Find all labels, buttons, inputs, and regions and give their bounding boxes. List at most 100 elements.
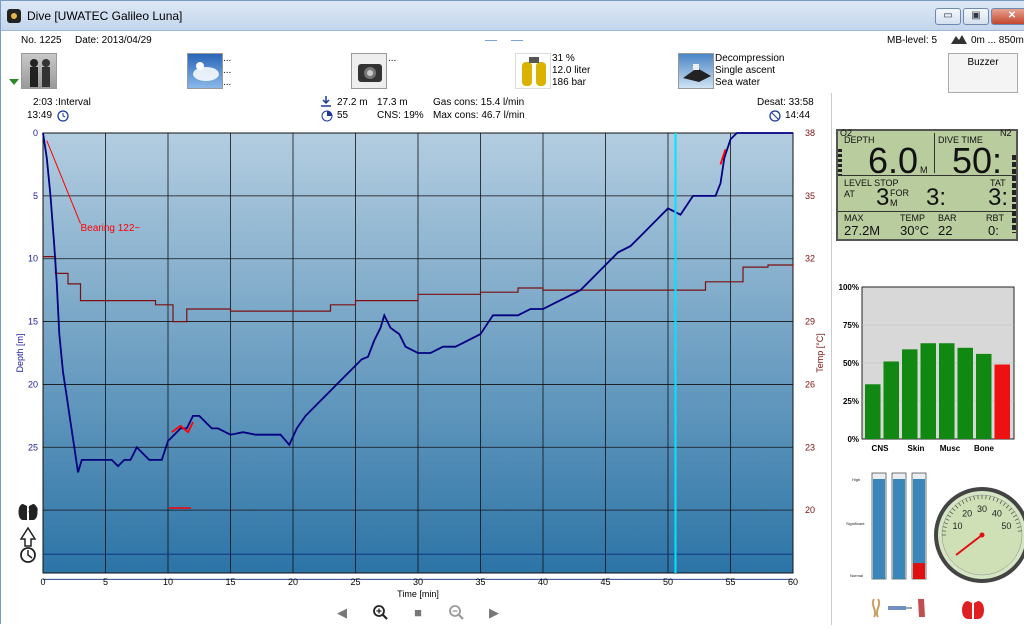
maximize-button[interactable]: ▣ (963, 8, 989, 25)
dive-type-photo[interactable] (678, 53, 714, 89)
bone-icon (918, 599, 925, 617)
tank-volume: 12.0 liter (552, 65, 590, 76)
y2-tick-label: 35 (805, 191, 815, 201)
stop-unit: M (890, 198, 898, 208)
dive-date: Date: 2013/04/29 (75, 35, 152, 46)
previous-icon[interactable]: ◀ (333, 604, 351, 622)
right-panel: O2 N2 DEPTH 6.0 M DIVE TIME 50: LEVEL ST… (831, 93, 1024, 625)
tissue-y-tick: 50% (843, 359, 859, 368)
zoom-out-icon[interactable] (447, 604, 465, 622)
max-depth: 27.2 m (337, 97, 368, 108)
tat-value: 3: (988, 186, 1008, 210)
dive-type-3: Sea water (715, 77, 760, 88)
mb-level: MB-level: 5 (887, 35, 937, 46)
n2-bar (1012, 155, 1016, 233)
weather-line-3: ... (223, 77, 231, 88)
max-cons: Max cons: 46.7 l/min (433, 110, 525, 121)
exit-clock-icon (769, 110, 781, 122)
tank-percent: 31 % (552, 53, 575, 64)
y2-tick-label: 38 (805, 128, 815, 138)
gauge-tick-label: 40 (992, 509, 1002, 519)
dive-type-1: Decompression (715, 53, 784, 64)
tissue-label: Bone (974, 444, 995, 453)
lcd-divider (838, 175, 1016, 176)
tissue-label: Musc (940, 444, 961, 453)
window-title: Dive [UWATEC Galileo Luna] (27, 9, 182, 23)
y2-tick-label: 26 (805, 379, 815, 389)
avg-depth: 17.3 m (377, 97, 408, 108)
weather-icon[interactable] (187, 53, 223, 89)
tissue-bar (902, 349, 918, 439)
stop-depth: 3 (876, 186, 889, 210)
y2-tick-label: 29 (805, 317, 815, 327)
n2-label: N2 (1000, 128, 1012, 138)
y-tick-label: 20 (28, 379, 38, 389)
x-tick-label: 60 (788, 577, 798, 587)
x-tick-label: 5 (103, 577, 108, 587)
expand-arrow-icon[interactable] (9, 79, 19, 85)
gauge-tick-label: 30 (977, 504, 987, 514)
gauge-tick-label: 20 (962, 509, 972, 519)
x-tick-label: 0 (40, 577, 45, 587)
depth-unit: M (920, 165, 928, 175)
dive-time-value: 50: (952, 143, 1002, 179)
decor-dash (511, 40, 523, 41)
y-axis-label: Depth [m] (15, 333, 25, 372)
weather-line-2: ... (223, 65, 231, 76)
buddies-photo[interactable] (21, 53, 57, 89)
next-icon[interactable]: ▶ (485, 604, 503, 622)
temp-label: TEMP (900, 213, 925, 223)
workload-bar-level (873, 479, 885, 579)
syringe-icon (888, 606, 912, 610)
max-depth-icon (321, 96, 331, 107)
dive-info-bar: No. 1225 Date: 2013/04/29 MB-level: 5 0m… (1, 31, 1024, 93)
rbt-value: 0: (988, 223, 999, 238)
tissue-bar (995, 365, 1011, 439)
x-tick-label: 55 (725, 577, 735, 587)
bar-value: 22 (938, 223, 952, 238)
max-label: MAX (844, 213, 864, 223)
dive-computer-display: O2 N2 DEPTH 6.0 M DIVE TIME 50: LEVEL ST… (836, 129, 1018, 241)
bearing-annotation: Bearing 122~ (81, 223, 141, 234)
interval-value: 2:03 :Interval (33, 97, 91, 108)
workload-high-label: High (852, 477, 860, 482)
x-tick-label: 25 (350, 577, 360, 587)
tank-icon[interactable] (515, 53, 551, 89)
buzzer-button[interactable]: Buzzer (948, 53, 1018, 93)
camera-icon[interactable] (351, 53, 387, 89)
y2-tick-label: 23 (805, 442, 815, 452)
app-icon (7, 9, 21, 23)
weather-line-1: ... (223, 53, 231, 64)
camera-line: ... (388, 53, 396, 64)
x-tick-label: 20 (288, 577, 298, 587)
ascent-icon (21, 528, 35, 546)
dive-type-2: Single ascent (715, 65, 775, 76)
x-tick-label: 45 (600, 577, 610, 587)
dive-stats: 2:03 :Interval 13:49 27.2 m 17.3 m 55 CN… (1, 93, 823, 127)
y2-axis-label: Temp [°C] (815, 333, 825, 373)
zoom-in-icon[interactable] (371, 604, 389, 622)
y-tick-label: 25 (28, 442, 38, 452)
depth-value: 6.0 (868, 143, 918, 179)
tissue-y-tick: 0% (847, 435, 859, 444)
stop-icon[interactable]: ■ (409, 604, 427, 622)
level-stop-label: LEVEL STOP (844, 178, 899, 188)
dive-number: No. 1225 (21, 35, 62, 46)
duration: 55 (337, 110, 348, 121)
close-button[interactable]: ✕ (991, 8, 1024, 25)
gauge-tick-label: 10 (953, 521, 963, 531)
gas-cons: Gas cons: 15.4 l/min (433, 97, 524, 108)
clock-workload-icon (21, 548, 35, 562)
at-label: AT (844, 189, 855, 199)
muscle-icon (873, 599, 879, 617)
minimize-button[interactable]: ▭ (935, 8, 961, 25)
